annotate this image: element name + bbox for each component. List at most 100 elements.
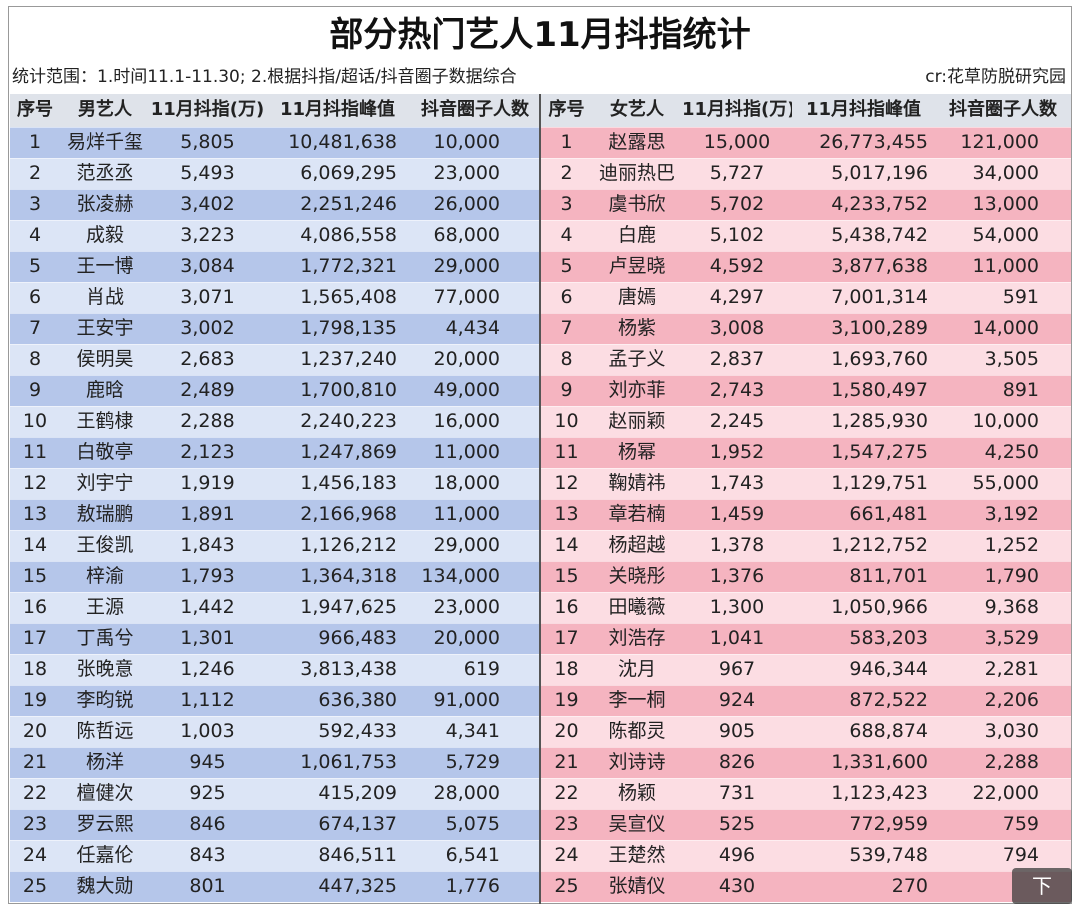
table-cell: 54,000 <box>972 224 1039 246</box>
table-cell: 270 <box>891 875 928 897</box>
row-bg <box>10 406 540 437</box>
table-cell: 21 <box>22 751 48 773</box>
table-cell: 1,331,600 <box>831 751 928 773</box>
row-bg <box>541 251 1071 282</box>
table-cell: 2,166,968 <box>300 503 397 525</box>
row-bg <box>541 592 1071 623</box>
table-cell: 21 <box>554 751 579 773</box>
table-cell: 关晓彤 <box>608 565 666 587</box>
table-cell: 5,102 <box>709 224 765 246</box>
table-cell: 1,378 <box>709 534 765 556</box>
table-cell: 杨洋 <box>85 751 124 773</box>
table-cell: 14 <box>554 534 579 556</box>
table-cell: 1,843 <box>180 534 235 556</box>
table-cell: 易烊千玺 <box>66 131 143 153</box>
row-bg <box>541 158 1071 189</box>
header-cell: 男艺人 <box>60 94 150 126</box>
table-cell: 赵丽颖 <box>608 410 666 432</box>
table-cell: 636,380 <box>318 689 397 711</box>
table-cell: 1,041 <box>709 627 765 649</box>
table-cell: 杨超越 <box>608 534 666 556</box>
row-bg <box>10 561 540 592</box>
table-cell: 4,434 <box>445 317 500 339</box>
table-cell: 592,433 <box>318 720 397 742</box>
table-cell: 王鹤棣 <box>76 410 134 432</box>
table-cell: 1,301 <box>180 627 235 649</box>
table-cell: 刘宇宁 <box>76 472 134 494</box>
table-cell: 7 <box>28 317 42 339</box>
table-cell: 7 <box>560 317 573 339</box>
row-bg <box>541 685 1071 716</box>
table-cell: 925 <box>189 782 226 804</box>
table-cell: 罗云熙 <box>76 813 134 835</box>
row-bg <box>541 654 1071 685</box>
table-cell: 鞠婧祎 <box>608 472 666 494</box>
table-cell: 1,126,212 <box>300 534 397 556</box>
table-cell: 28,000 <box>433 782 500 804</box>
table-cell: 3,084 <box>180 255 235 277</box>
row-bg <box>10 685 540 716</box>
table-cell: 22,000 <box>972 782 1039 804</box>
row-bg <box>541 127 1071 158</box>
table-cell: 2,240,223 <box>300 410 397 432</box>
table-cell: 24 <box>554 844 579 866</box>
table-cell: 22 <box>22 782 48 804</box>
table-cell: 1,003 <box>180 720 235 742</box>
table-cell: 674,137 <box>318 813 397 835</box>
table-cell: 772,959 <box>849 813 928 835</box>
table-cell: 任嘉伦 <box>76 844 134 866</box>
row-bg <box>10 189 540 220</box>
table-cell: 1,793 <box>180 565 235 587</box>
table-cell: 18,000 <box>433 472 500 494</box>
row-bg <box>541 747 1071 778</box>
table-cell: 15,000 <box>703 131 771 153</box>
row-bg <box>541 468 1071 499</box>
table-cell: 891 <box>1002 379 1039 401</box>
table-cell: 4,250 <box>984 441 1039 463</box>
table-cell: 张晚意 <box>76 658 134 680</box>
table-cell: 29,000 <box>433 255 500 277</box>
table-cell: 唐嫣 <box>617 286 656 308</box>
table-cell: 759 <box>1002 813 1039 835</box>
table-cell: 刘亦菲 <box>608 379 666 401</box>
table-cell: 4,233,752 <box>831 193 928 215</box>
table-cell: 1,776 <box>445 875 500 897</box>
table-cell: 55,000 <box>972 472 1039 494</box>
table-cell: 3,100,289 <box>831 317 928 339</box>
table-cell: 1,459 <box>709 503 765 525</box>
table-cell: 20,000 <box>433 627 500 649</box>
table-cell: 杨颖 <box>617 782 656 804</box>
overlay-button[interactable]: 下 <box>1012 868 1072 904</box>
table-cell: 846,511 <box>318 844 397 866</box>
table-cell: 丁禹兮 <box>76 627 134 649</box>
header-cell: 抖音圈子人数 <box>935 94 1071 126</box>
row-bg <box>541 189 1071 220</box>
table-cell: 25 <box>554 875 579 897</box>
row-bg <box>541 871 1071 902</box>
row-bg <box>541 282 1071 313</box>
row-bg <box>541 406 1071 437</box>
table-cell: 872,522 <box>849 689 928 711</box>
table-cell: 3,223 <box>180 224 235 246</box>
header-cell: 序号 <box>10 94 60 126</box>
table-cell: 沈月 <box>617 658 656 680</box>
row-bg <box>10 623 540 654</box>
row-bg <box>10 840 540 871</box>
row-bg <box>10 344 540 375</box>
table-cell: 10,000 <box>433 131 500 153</box>
table-cell: 1,300 <box>709 596 765 618</box>
table-cell: 1,112 <box>180 689 235 711</box>
table-cell: 3 <box>560 193 573 215</box>
table-cell: 134,000 <box>421 565 500 587</box>
table-cell: 9 <box>560 379 573 401</box>
table-cell: 1,442 <box>180 596 235 618</box>
table-cell: 3,002 <box>180 317 235 339</box>
table-cell: 661,481 <box>849 503 928 525</box>
table-cell: 23 <box>22 813 48 835</box>
table-cell: 1,247,869 <box>300 441 397 463</box>
table-cell: 杨幂 <box>617 441 656 463</box>
row-bg <box>541 437 1071 468</box>
row-bg <box>541 499 1071 530</box>
table-cell: 811,701 <box>849 565 928 587</box>
table-cell: 5 <box>28 255 42 277</box>
